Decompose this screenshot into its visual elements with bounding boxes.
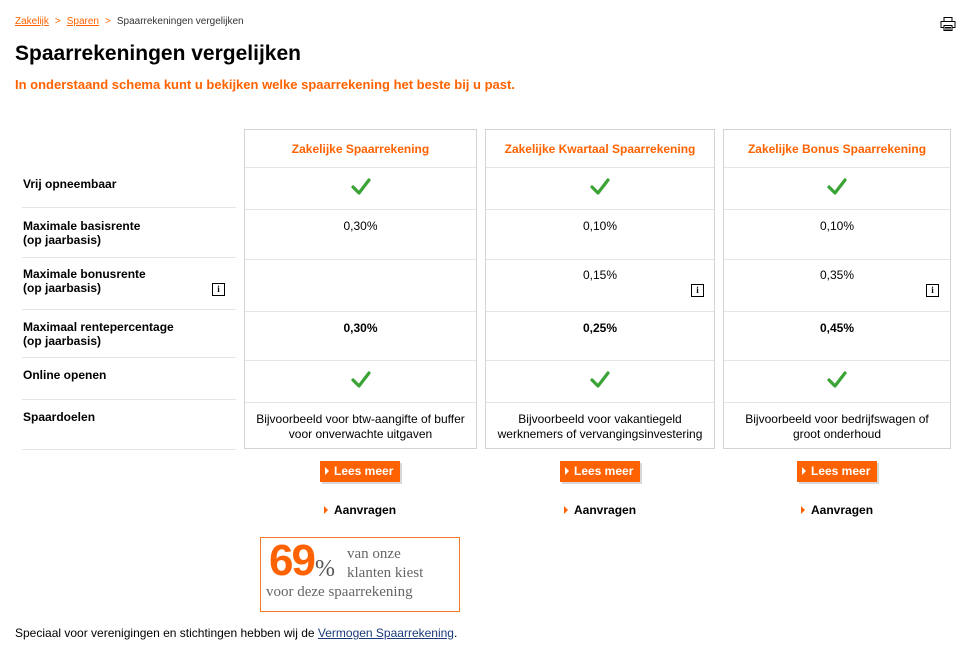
page-title: Spaarrekeningen vergelijken	[15, 42, 301, 65]
promo-percent-sign: %	[315, 556, 335, 582]
arrow-right-icon	[801, 506, 805, 514]
cell-spaardoelen: Bijvoorbeeld voor btw-aangifte of buffer…	[256, 412, 465, 441]
row-label-online-openen: Online openen	[22, 358, 236, 400]
check-icon	[590, 178, 610, 195]
aanvragen-link-kwartaal[interactable]: Aanvragen	[564, 503, 636, 517]
product-title: Zakelijke Bonus Spaarrekening	[724, 130, 950, 168]
check-icon	[590, 371, 610, 388]
info-icon[interactable]: i	[691, 284, 704, 297]
row-label-bonusrente: Maximale bonusrente (op jaarbasis) i	[22, 258, 236, 310]
cell-spaardoelen: Bijvoorbeeld voor bedrijfswagen of groot …	[745, 412, 929, 441]
lees-meer-button-kwartaal[interactable]: Lees meer	[560, 461, 640, 482]
cell-spaardoelen: Bijvoorbeeld voor vakantiegeld werknemers…	[497, 412, 703, 441]
row-label-basisrente: Maximale basisrente (op jaarbasis)	[22, 208, 236, 258]
aanvragen-link-bonus[interactable]: Aanvragen	[801, 503, 873, 517]
promo-percentage: 69	[269, 536, 316, 585]
breadcrumb-link-sparen[interactable]: Sparen	[66, 16, 99, 27]
check-icon	[350, 178, 371, 195]
cell-vrij-opneembaar	[724, 167, 950, 210]
promo-line-3: voor deze spaarrekening	[266, 584, 413, 600]
cell-basisrente: 0,10%	[486, 209, 714, 260]
promo-line-2: klanten kiest	[347, 565, 424, 581]
cell-maximaal: 0,30%	[245, 311, 476, 361]
promo-line-1: van onze	[347, 546, 401, 562]
lees-meer-button-spaarrekening[interactable]: Lees meer	[320, 461, 400, 482]
info-icon[interactable]: i	[926, 284, 939, 297]
check-icon	[827, 371, 847, 388]
breadcrumb-separator: >	[105, 16, 111, 27]
check-icon	[827, 178, 847, 195]
cell-bonusrente: 0,15% i	[486, 259, 714, 312]
cell-online-openen	[245, 360, 476, 403]
lees-meer-button-bonus[interactable]: Lees meer	[797, 461, 877, 482]
info-icon[interactable]: i	[212, 283, 225, 296]
product-column-zakelijke-bonus-spaarrekening: Zakelijke Bonus Spaarrekening 0,10% 0,35…	[723, 129, 951, 449]
arrow-right-icon	[565, 467, 569, 475]
product-column-zakelijke-kwartaal-spaarrekening: Zakelijke Kwartaal Spaarrekening 0,10% 0…	[485, 129, 715, 449]
cell-maximaal: 0,45%	[724, 311, 950, 361]
row-label-vrij-opneembaar: Vrij opneembaar	[22, 166, 236, 208]
aanvragen-link-spaarrekening[interactable]: Aanvragen	[324, 503, 396, 517]
row-label-maximaal: Maximaal rentepercentage (op jaarbasis)	[22, 310, 236, 358]
promo-customer-choice: 69 % van onze klanten kiest voor deze sp…	[260, 536, 460, 612]
page-intro: In onderstaand schema kunt u bekijken we…	[15, 77, 515, 92]
vermogen-spaarrekening-link[interactable]: Vermogen Spaarrekening	[317, 626, 454, 640]
check-icon	[350, 371, 371, 388]
arrow-right-icon	[324, 506, 328, 514]
product-column-zakelijke-spaarrekening: Zakelijke Spaarrekening 0,30% 0,30% Bijv…	[244, 129, 477, 449]
cell-basisrente: 0,10%	[724, 209, 950, 260]
cell-online-openen	[724, 360, 950, 403]
arrow-right-icon	[564, 506, 568, 514]
product-title: Zakelijke Spaarrekening	[245, 130, 476, 168]
product-title: Zakelijke Kwartaal Spaarrekening	[486, 130, 714, 168]
row-label-spaardoelen: Spaardoelen	[22, 400, 236, 450]
cell-vrij-opneembaar	[486, 167, 714, 210]
cell-online-openen	[486, 360, 714, 403]
arrow-right-icon	[325, 467, 329, 475]
cell-bonusrente: 0,35% i	[724, 259, 950, 312]
breadcrumb: Zakelijk > Sparen > Spaarrekeningen vergelij…	[15, 16, 244, 27]
footnote: Speciaal voor verenigingen en stichtinge…	[15, 626, 458, 640]
arrow-right-icon	[802, 467, 806, 475]
breadcrumb-separator: >	[54, 16, 61, 27]
cell-basisrente: 0,30%	[245, 209, 476, 260]
cell-vrij-opneembaar	[245, 167, 476, 210]
print-icon[interactable]	[940, 17, 956, 31]
cell-bonusrente	[245, 259, 476, 312]
breadcrumb-link-zakelijk[interactable]: Zakelijk	[15, 16, 49, 27]
cell-maximaal: 0,25%	[486, 311, 714, 361]
breadcrumb-current: Spaarrekeningen vergelijken	[116, 16, 244, 27]
